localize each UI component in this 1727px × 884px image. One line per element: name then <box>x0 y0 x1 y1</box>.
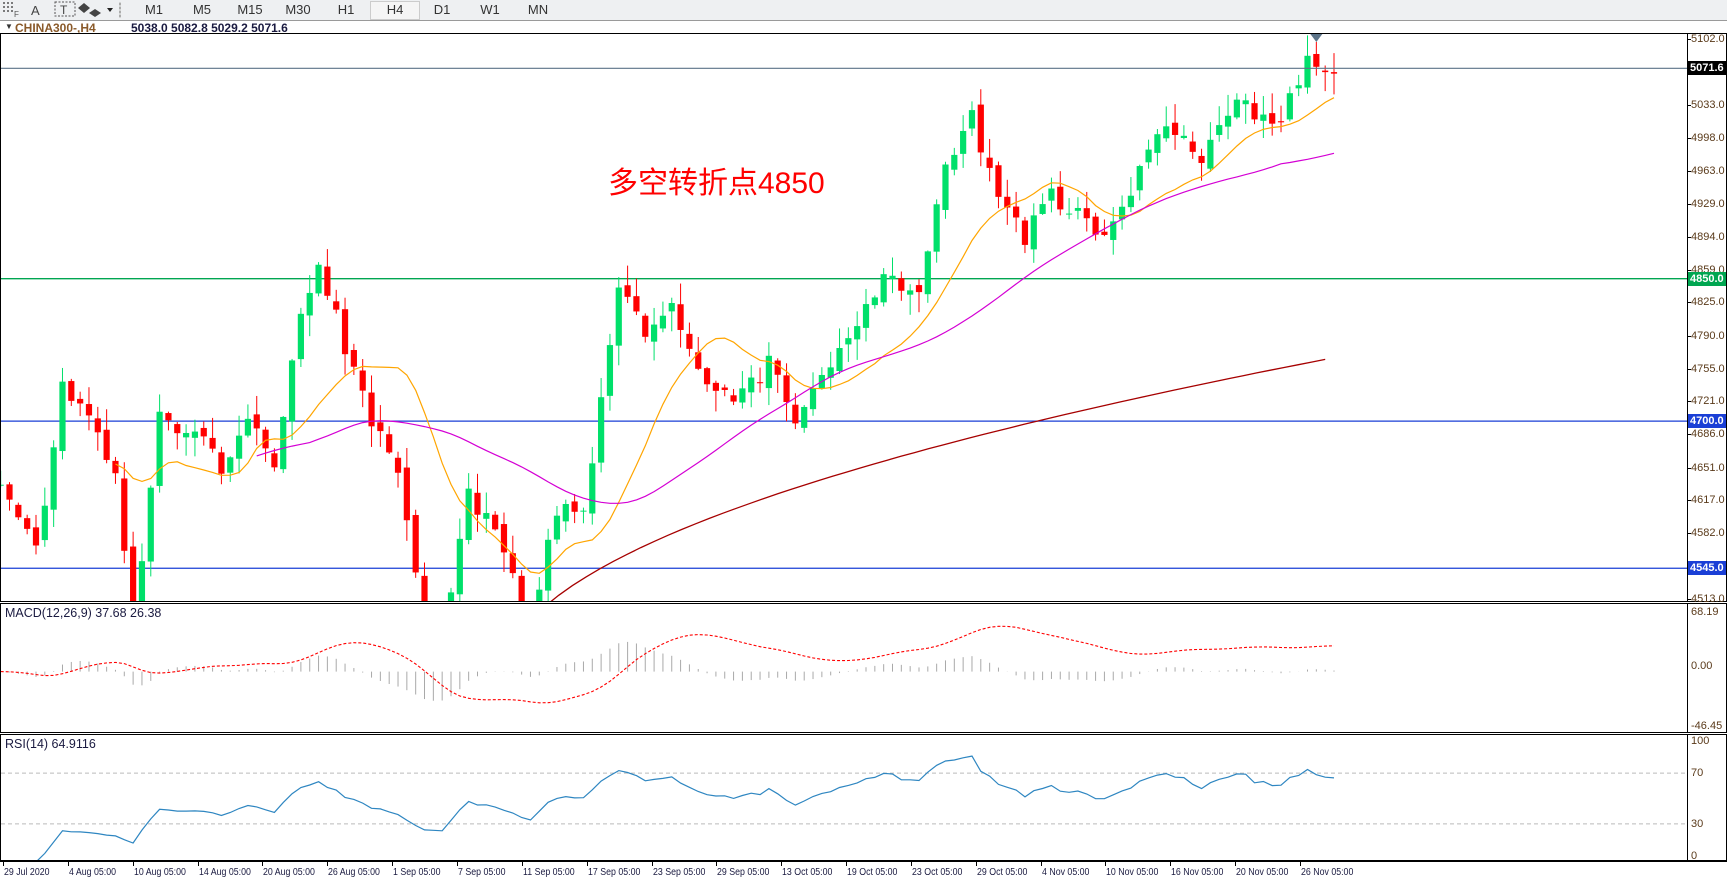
svg-text:A: A <box>31 3 40 18</box>
svg-text:F: F <box>14 10 19 19</box>
svg-text:T: T <box>60 3 68 17</box>
svg-text:多空转折点4850: 多空转折点4850 <box>608 167 825 200</box>
